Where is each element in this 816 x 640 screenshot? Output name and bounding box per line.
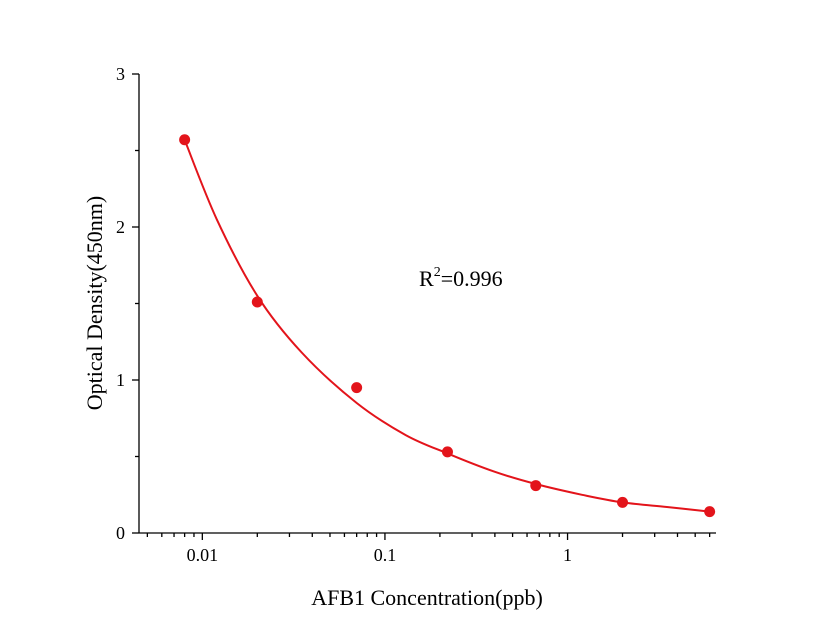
x-tick-label: 1 <box>563 545 572 565</box>
y-tick-label: 2 <box>116 217 125 237</box>
data-point <box>251 296 263 308</box>
data-point <box>351 382 363 394</box>
r-squared-value: =0.996 <box>441 266 503 291</box>
y-tick-label: 1 <box>116 370 125 390</box>
r-squared-prefix: R <box>419 266 434 291</box>
data-point <box>617 496 629 508</box>
x-axis-title: AFB1 Concentration(ppb) <box>311 585 543 610</box>
data-point <box>179 134 191 146</box>
data-point <box>441 446 453 458</box>
x-tick-label: 0.01 <box>187 545 219 565</box>
data-point <box>704 506 716 518</box>
x-tick-label: 0.1 <box>374 545 397 565</box>
r-squared-annotation: R2=0.996 <box>419 265 503 291</box>
y-tick-label: 3 <box>116 64 125 84</box>
y-axis-ticks: 0 1 2 3 <box>116 64 139 543</box>
data-point <box>530 480 542 492</box>
y-tick-label: 0 <box>116 523 125 543</box>
x-axis-ticks: 0.01 0.1 1 <box>146 533 711 565</box>
data-points <box>179 134 716 518</box>
y-axis-title: Optical Density(450nm) <box>82 196 107 410</box>
r-squared-superscript: 2 <box>434 265 441 280</box>
